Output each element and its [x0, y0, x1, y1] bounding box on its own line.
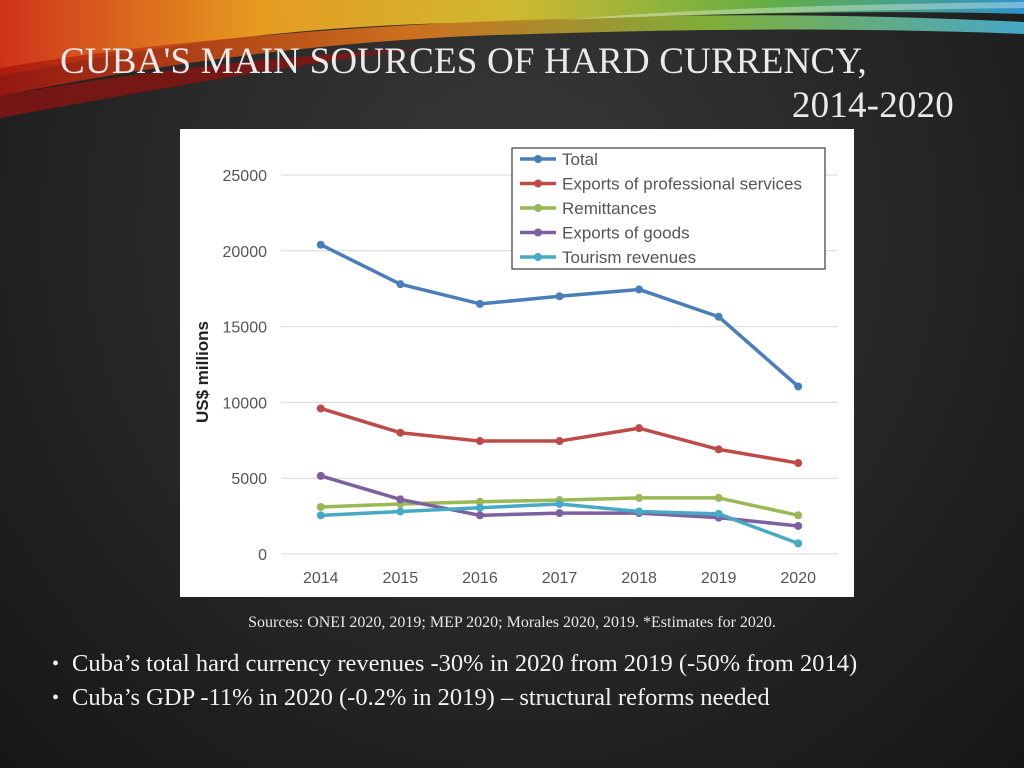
- data-point-exports-of-professional-services: [555, 437, 564, 446]
- series-line-exports-of-professional-services: [319, 406, 800, 465]
- bullet-item: Cuba’s GDP -11% in 2020 (-0.2% in 2019) …: [52, 681, 1012, 715]
- data-point-remittances: [635, 493, 644, 502]
- bullet-item: Cuba’s total hard currency revenues -30%…: [52, 647, 1012, 681]
- data-point-exports-of-goods: [555, 509, 564, 518]
- data-point-exports-of-professional-services: [316, 404, 325, 413]
- y-tick-label: 5000: [231, 471, 267, 488]
- data-point-exports-of-professional-services: [794, 459, 803, 468]
- bullet-list: Cuba’s total hard currency revenues -30%…: [52, 647, 1012, 715]
- y-tick-label: 20000: [223, 244, 268, 261]
- legend-label: Exports of professional services: [562, 175, 802, 194]
- data-point-total: [316, 240, 325, 249]
- data-point-tourism-revenues: [475, 503, 484, 512]
- legend-marker: [534, 253, 542, 261]
- data-point-remittances: [714, 493, 723, 502]
- data-point-total: [714, 312, 723, 321]
- slide-title: Cuba's main sources of hard currency, 20…: [60, 40, 954, 128]
- legend-box: [511, 147, 826, 270]
- y-tick-label: 0: [258, 547, 267, 564]
- y-tick-label: 25000: [223, 168, 268, 185]
- data-point-exports-of-goods: [396, 495, 405, 504]
- legend-marker: [534, 155, 542, 163]
- x-tick-label: 2017: [542, 570, 578, 587]
- data-point-tourism-revenues: [555, 499, 564, 508]
- legend-label: Tourism revenues: [562, 248, 696, 267]
- data-point-exports-of-goods: [316, 471, 325, 480]
- x-tick-label: 2018: [621, 570, 657, 587]
- legend-marker: [534, 204, 542, 212]
- x-tick-label: 2020: [780, 570, 816, 587]
- y-axis-label: US$ millions: [193, 321, 212, 423]
- series-lines: [316, 240, 803, 548]
- legend-label: Exports of goods: [562, 224, 690, 243]
- chart-panel: 0 5000 10000 15000 20000 25000 2014 2015 2016 20…: [180, 129, 854, 597]
- data-point-exports-of-professional-services: [714, 445, 723, 454]
- data-point-total: [635, 285, 644, 294]
- data-point-total: [396, 280, 405, 289]
- data-point-tourism-revenues: [316, 511, 325, 520]
- data-point-total: [475, 299, 484, 308]
- x-tick-label: 2016: [462, 570, 498, 587]
- x-tick-label: 2019: [701, 570, 737, 587]
- y-axis-ticks: 0 5000 10000 15000 20000 25000: [223, 168, 268, 564]
- y-tick-label: 15000: [223, 320, 268, 337]
- data-point-remittances: [475, 497, 484, 506]
- data-point-exports-of-goods: [794, 521, 803, 530]
- x-tick-label: 2015: [383, 570, 419, 587]
- data-point-total: [555, 292, 564, 301]
- data-point-tourism-revenues: [396, 507, 405, 516]
- data-point-tourism-revenues: [635, 507, 644, 516]
- legend: Total Exports of professional services Rem…: [511, 147, 826, 270]
- data-point-exports-of-professional-services: [635, 424, 644, 433]
- source-note: Sources: ONEI 2020, 2019; MEP 2020; Mora…: [248, 614, 776, 631]
- data-point-remittances: [316, 503, 325, 512]
- data-point-exports-of-professional-services: [475, 437, 484, 446]
- x-axis-ticks: 2014 2015 2016 2017 2018 2019 2020: [303, 570, 816, 587]
- data-point-remittances: [794, 511, 803, 520]
- data-point-tourism-revenues: [714, 509, 723, 518]
- data-point-tourism-revenues: [794, 539, 803, 548]
- x-tick-label: 2014: [303, 570, 339, 587]
- legend-marker: [534, 228, 542, 237]
- data-point-exports-of-goods: [475, 511, 484, 520]
- decorative-swoosh: [0, 0, 1024, 118]
- y-tick-label: 10000: [223, 395, 268, 412]
- title-line-2: 2014-2020: [791, 85, 954, 126]
- data-point-exports-of-professional-services: [396, 428, 405, 437]
- legend-label: Remittances: [562, 199, 656, 218]
- data-point-total: [794, 382, 803, 391]
- legend-marker: [534, 179, 542, 188]
- title-line-1: Cuba's main sources of hard currency,: [60, 41, 868, 82]
- legend-label: Total: [562, 150, 598, 169]
